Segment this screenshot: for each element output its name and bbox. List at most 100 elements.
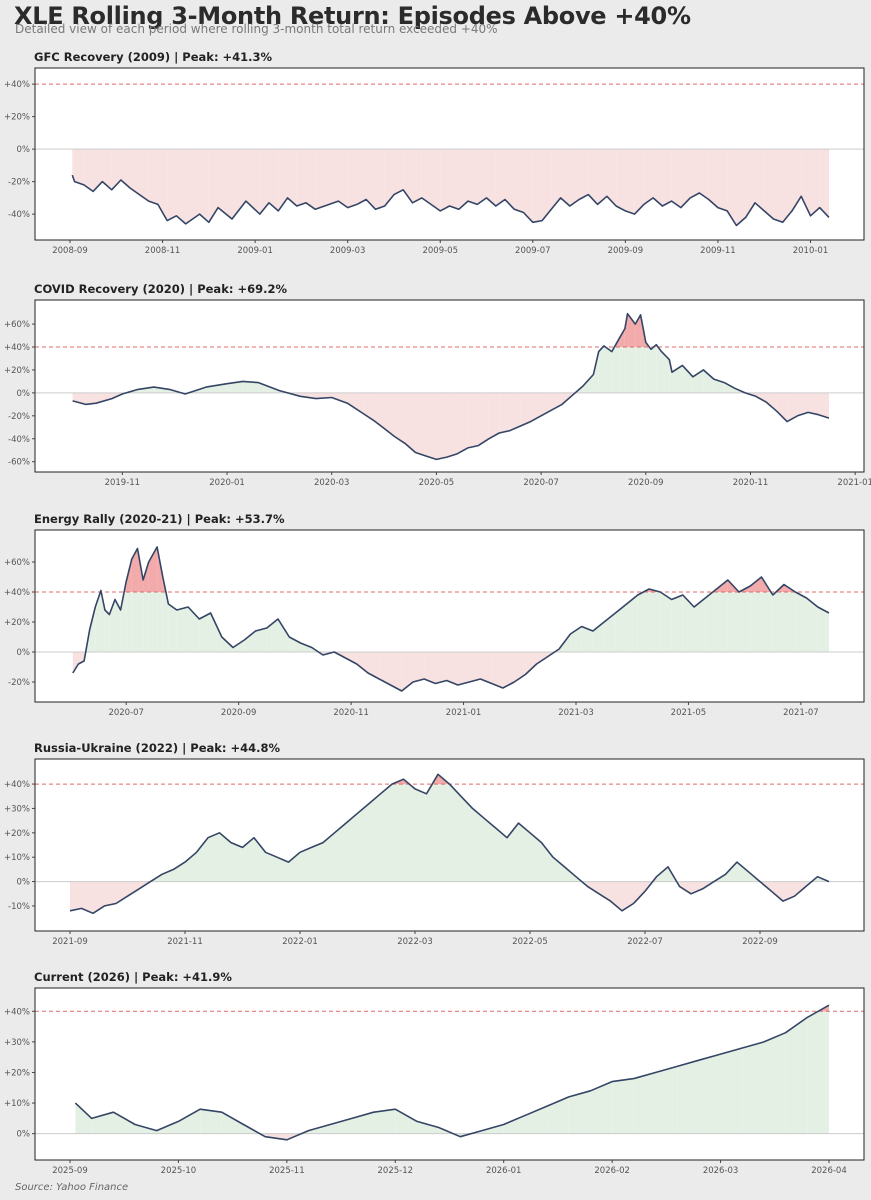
x-tick-label: 2009-01 — [237, 246, 273, 256]
negative-area — [486, 149, 496, 206]
negative-area — [708, 149, 718, 208]
positive-area — [330, 1118, 352, 1134]
negative-area — [560, 149, 570, 206]
negative-area — [111, 149, 121, 190]
positive-area — [242, 837, 254, 882]
negative-area — [401, 652, 413, 691]
negative-area — [579, 149, 589, 200]
above-threshold-area — [143, 562, 149, 592]
negative-area — [296, 149, 307, 206]
positive-area — [206, 383, 228, 393]
negative-area — [794, 881, 806, 897]
page-subtitle: Detailed view of each period where rolli… — [15, 22, 498, 36]
negative-area — [287, 149, 297, 206]
panel-title: Current (2026) | Peak: +41.9% — [34, 970, 232, 984]
positive-area — [162, 577, 169, 652]
negative-area — [622, 881, 634, 911]
x-tick-label: 2022-05 — [512, 937, 548, 947]
negative-area — [532, 149, 543, 223]
positive-area — [346, 813, 358, 882]
negative-area — [477, 149, 487, 205]
page-title: XLE Rolling 3-Month Return: Episodes Abo… — [14, 2, 691, 30]
positive-area — [138, 387, 154, 393]
negative-area — [680, 149, 691, 208]
x-tick-label: 2021-05 — [671, 708, 707, 718]
negative-area — [480, 652, 492, 684]
y-tick-label: +10% — [4, 1099, 30, 1109]
positive-area — [380, 784, 392, 882]
positive-area — [604, 613, 616, 652]
negative-area — [185, 149, 200, 224]
negative-area — [606, 149, 617, 206]
negative-area — [541, 392, 552, 416]
negative-area — [96, 392, 112, 404]
negative-area — [102, 149, 112, 190]
y-tick-label: -20% — [8, 412, 30, 422]
y-tick-label: -40% — [8, 435, 30, 445]
negative-area — [440, 149, 450, 211]
x-tick-label: 2025-10 — [161, 1166, 197, 1176]
positive-area — [582, 374, 594, 393]
negative-area — [176, 149, 186, 224]
positive-area — [677, 1060, 699, 1134]
x-tick-label: 2026-01 — [486, 1166, 522, 1176]
positive-area — [265, 852, 277, 882]
positive-area — [598, 345, 604, 393]
negative-area — [525, 652, 537, 675]
negative-area — [530, 392, 542, 422]
positive-area — [278, 619, 290, 652]
negative-area — [643, 149, 654, 205]
x-tick-label: 2021-09 — [52, 937, 88, 947]
positive-area — [95, 590, 101, 652]
positive-area — [727, 580, 740, 652]
positive-area — [705, 589, 717, 652]
positive-area — [784, 584, 796, 652]
positive-area — [655, 1066, 678, 1134]
positive-area — [75, 1103, 92, 1134]
negative-area — [766, 392, 777, 412]
return-line — [72, 546, 830, 692]
positive-area — [593, 351, 599, 393]
negative-area — [551, 149, 561, 210]
positive-area — [656, 344, 662, 393]
chart-energy-rally: Energy Rally (2020-21) | Peak: +53.7% -20… — [0, 507, 871, 727]
negative-area — [85, 392, 97, 405]
positive-area — [671, 595, 683, 652]
x-tick-label: 2009-11 — [700, 246, 736, 256]
negative-area — [93, 149, 103, 192]
positive-area — [495, 827, 507, 882]
negative-area — [754, 149, 765, 211]
negative-area — [347, 149, 357, 208]
positive-area — [568, 1090, 591, 1134]
negative-area — [587, 881, 599, 894]
negative-area — [130, 149, 140, 195]
negative-area — [502, 652, 515, 688]
negative-area — [81, 881, 93, 914]
negative-area — [671, 149, 681, 208]
negative-area — [208, 149, 219, 223]
positive-area — [553, 857, 565, 882]
positive-area — [449, 784, 461, 882]
negative-area — [300, 392, 317, 399]
plot-border — [34, 529, 865, 703]
negative-area — [699, 149, 709, 200]
positive-area — [541, 842, 553, 882]
negative-area — [616, 149, 626, 211]
negative-area — [104, 881, 116, 906]
negative-area — [783, 881, 795, 902]
negative-area — [690, 149, 700, 198]
x-tick-label: 2020-05 — [419, 478, 455, 488]
positive-area — [720, 1048, 743, 1134]
positive-area — [669, 359, 672, 393]
positive-area — [242, 381, 259, 393]
positive-area — [795, 592, 807, 652]
negative-area — [120, 149, 131, 189]
y-tick-label: +40% — [4, 1007, 30, 1017]
negative-area — [148, 149, 158, 205]
negative-area — [509, 392, 521, 431]
y-tick-label: +10% — [4, 853, 30, 863]
y-tick-label: +20% — [4, 366, 30, 376]
positive-area — [581, 626, 593, 652]
negative-area — [403, 149, 413, 203]
negative-area — [520, 392, 531, 427]
